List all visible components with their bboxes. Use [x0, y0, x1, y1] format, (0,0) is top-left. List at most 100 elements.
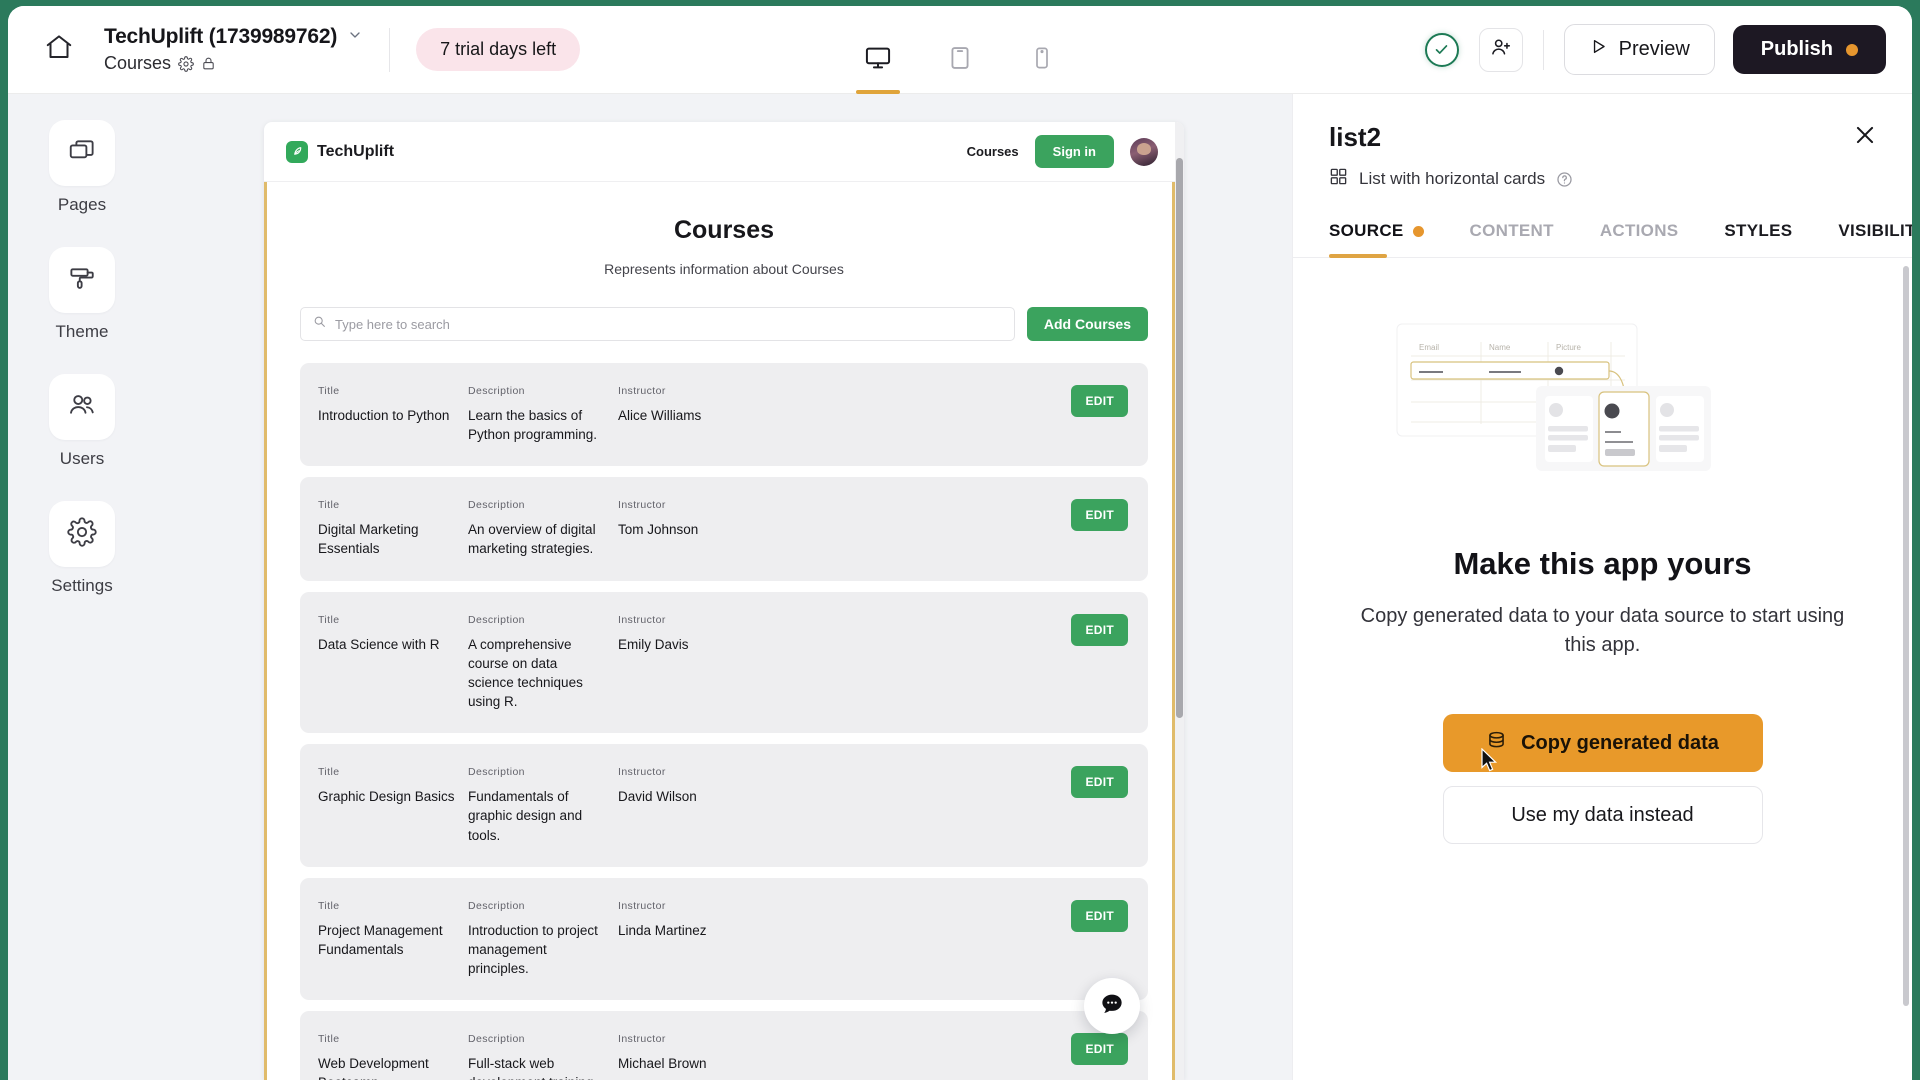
tab-label: CONTENT [1469, 221, 1554, 240]
sidebar-item-settings[interactable]: Settings [8, 501, 156, 618]
trial-badge[interactable]: 7 trial days left [416, 28, 581, 71]
invite-users-button[interactable] [1478, 27, 1523, 72]
copy-generated-data-button[interactable]: Copy generated data [1442, 714, 1763, 772]
field-value: Tom Johnson [618, 522, 699, 538]
field-value: Learn the basics of Python programming. [468, 408, 598, 443]
app-name-row[interactable]: TechUplift (1739989762) [104, 24, 363, 50]
svg-text:Name: Name [1489, 343, 1511, 352]
card-field-description: Description A comprehensive course on dat… [468, 614, 618, 712]
inspector-tabs: SOURCE CONTENT ACTIONS STYLES VISIBILITY [1293, 221, 1912, 258]
edit-button[interactable]: EDIT [1071, 385, 1128, 417]
svg-text:Email: Email [1419, 343, 1439, 352]
tablet-icon [947, 45, 973, 71]
canvas-scrollbar-thumb[interactable] [1176, 158, 1183, 718]
device-toggle-mobile[interactable] [1014, 32, 1070, 94]
avatar[interactable] [1130, 137, 1158, 166]
course-card[interactable]: Title Introduction to Python Description Le… [300, 363, 1148, 467]
edit-button[interactable]: EDIT [1071, 766, 1128, 799]
publish-pending-dot [1846, 43, 1858, 56]
data-to-cards-illustration: Email Name Picture [1393, 314, 1813, 494]
divider [389, 27, 391, 72]
device-toggle-desktop[interactable] [850, 32, 906, 94]
card-field-description: Description Fundamentals of graphic desig… [468, 766, 618, 844]
sidebar-item-label: Settings [51, 576, 113, 595]
sidebar-tile [49, 120, 115, 186]
sidebar-item-theme[interactable]: Theme [8, 247, 156, 364]
edit-button[interactable]: EDIT [1071, 899, 1128, 932]
field-value: David Wilson [618, 789, 697, 805]
search-box[interactable] [300, 307, 1015, 341]
device-toggle-tablet[interactable] [932, 32, 988, 94]
left-sidebar: Pages Theme Users Se [8, 94, 156, 1080]
app-name: TechUplift (1739989762) [104, 25, 338, 49]
course-card[interactable]: Title Graphic Design Basics Description Fun… [300, 744, 1148, 867]
field-value: Alice Williams [618, 408, 702, 423]
sidebar-item-users[interactable]: Users [8, 374, 156, 491]
course-card[interactable]: Title Web Development Bootcamp Description… [300, 1011, 1148, 1080]
field-value: Introduction to project management princ… [468, 922, 598, 977]
site-brand-name: TechUplift [317, 142, 395, 160]
grid-icon [1329, 167, 1348, 191]
tab-source[interactable]: SOURCE [1329, 221, 1424, 258]
field-label: Description [468, 499, 525, 512]
gear-icon[interactable] [178, 55, 194, 72]
tab-visibility[interactable]: VISIBILITY [1838, 221, 1912, 257]
tab-styles[interactable]: STYLES [1724, 221, 1792, 257]
field-label: Description [468, 1033, 525, 1046]
publish-button[interactable]: Publish [1732, 25, 1886, 74]
tab-label: SOURCE [1329, 221, 1404, 240]
add-courses-button[interactable]: Add Courses [1026, 307, 1148, 341]
field-value: Linda Martinez [618, 922, 707, 938]
pages-icon [67, 136, 97, 171]
chevron-down-icon[interactable] [347, 27, 363, 48]
page-title: Courses [673, 216, 775, 244]
device-active-indicator [938, 90, 982, 94]
edit-button[interactable]: EDIT [1071, 499, 1128, 532]
save-status-icon[interactable] [1424, 32, 1459, 67]
svg-text:Picture: Picture [1556, 343, 1581, 352]
tab-label: VISIBILITY [1838, 221, 1912, 240]
sidebar-item-pages[interactable]: Pages [8, 120, 156, 237]
lock-icon[interactable] [201, 56, 216, 71]
site-nav-link-courses[interactable]: Courses [966, 144, 1019, 159]
site-signin-button[interactable]: Sign in [1034, 135, 1114, 168]
course-card[interactable]: Title Project Management Fundamentals Desc… [300, 877, 1148, 1001]
field-value: Full-stack web development training. [468, 1056, 597, 1080]
sidebar-tile [49, 374, 115, 440]
field-label: Title [318, 1033, 340, 1046]
field-value: Web Development Bootcamp [318, 1056, 429, 1080]
chat-bubble-icon [1099, 991, 1125, 1022]
field-label: Title [318, 899, 340, 912]
inspector-body: Email Name Picture [1293, 258, 1912, 1080]
course-card[interactable]: Title Digital Marketing Essentials Descrip… [300, 477, 1148, 581]
edit-button[interactable]: EDIT [1071, 613, 1128, 646]
card-field-title: Title Web Development Bootcamp [318, 1033, 468, 1080]
use-my-data-button[interactable]: Use my data instead [1442, 786, 1763, 844]
current-page-name: Courses [104, 53, 172, 74]
tab-actions[interactable]: ACTIONS [1600, 221, 1679, 257]
field-label: Description [468, 613, 525, 626]
home-button[interactable] [32, 23, 86, 77]
close-inspector-button[interactable] [1848, 120, 1882, 154]
field-value: Data Science with R [318, 636, 440, 652]
field-value: An overview of digital marketing strateg… [468, 522, 596, 557]
site-brand[interactable]: TechUplift [286, 140, 395, 163]
edit-button[interactable]: EDIT [1071, 1033, 1128, 1066]
field-value: Fundamentals of graphic design and tools… [468, 789, 583, 843]
search-icon [313, 315, 326, 333]
preview-site-body: Courses Represents information about Cou… [264, 182, 1184, 1080]
search-input[interactable] [335, 316, 1002, 332]
tab-content[interactable]: CONTENT [1470, 221, 1554, 257]
field-value: Project Management Fundamentals [318, 922, 443, 957]
field-value: Introduction to Python [318, 408, 450, 423]
preview-button[interactable]: Preview [1563, 24, 1715, 75]
chat-support-button[interactable] [1084, 978, 1140, 1034]
leaf-logo-icon [286, 140, 308, 163]
help-circle-icon[interactable] [1556, 171, 1573, 188]
canvas-scrollbar[interactable] [1175, 122, 1184, 1080]
inspector-scrollbar-thumb[interactable] [1903, 266, 1909, 1006]
app-shell: TechUplift (1739989762) Courses 7 trial … [8, 6, 1912, 1080]
card-field-title: Title Project Management Fundamentals [318, 900, 468, 959]
close-icon [1852, 122, 1878, 153]
course-card[interactable]: Title Data Science with R Description A com… [300, 591, 1148, 734]
